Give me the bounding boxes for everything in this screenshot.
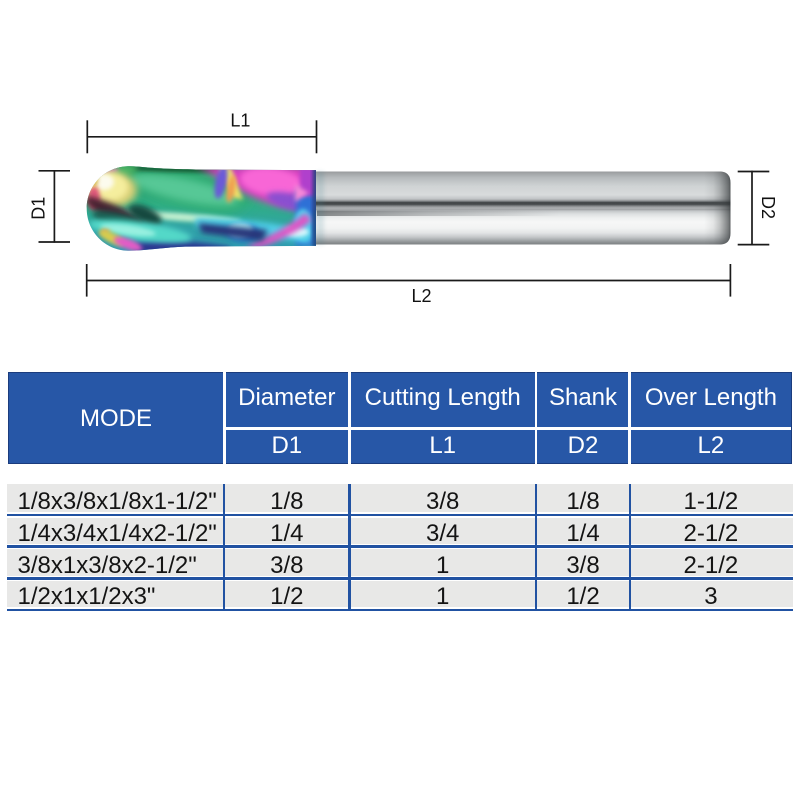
- svg-text:L1: L1: [230, 111, 250, 131]
- svg-text:D2: D2: [758, 196, 778, 219]
- svg-text:L2: L2: [411, 286, 431, 306]
- svg-text:D1: D1: [28, 197, 48, 220]
